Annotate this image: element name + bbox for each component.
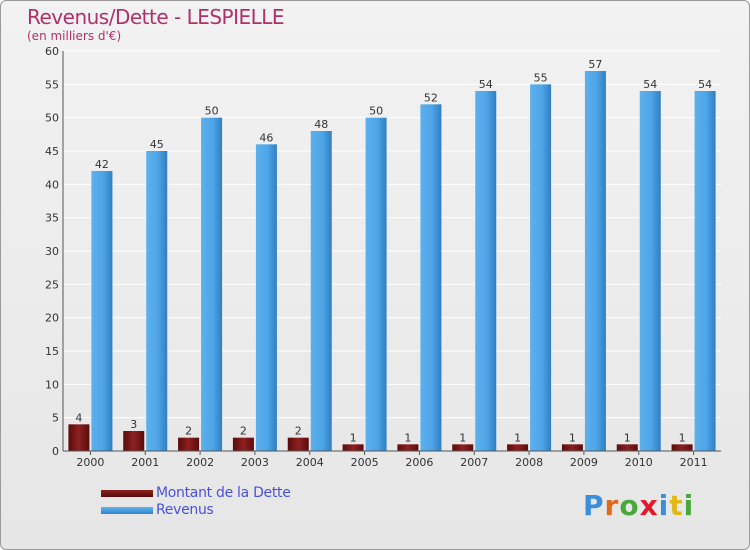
data-label-dette: 1 (459, 431, 466, 444)
data-label-revenus: 45 (150, 138, 164, 151)
data-label-revenus: 55 (534, 71, 548, 84)
data-label-dette: 1 (679, 431, 686, 444)
x-tick-label: 2004 (296, 456, 324, 469)
data-label-dette: 3 (130, 418, 137, 431)
data-label-revenus: 52 (424, 91, 438, 104)
x-tick-label: 2011 (680, 456, 708, 469)
data-label-dette: 1 (624, 431, 631, 444)
bar-revenus (201, 117, 223, 452)
logo-letter: i (658, 489, 670, 522)
y-tick-label: 55 (45, 78, 59, 91)
y-tick-label: 40 (45, 178, 59, 191)
bar-dette (178, 437, 200, 451)
data-label-revenus: 54 (479, 78, 493, 91)
y-tick-label: 35 (45, 212, 59, 225)
x-tick-label: 2009 (570, 456, 598, 469)
bar-revenus (475, 91, 497, 451)
data-label-dette: 1 (350, 431, 357, 444)
x-tick-label: 2006 (405, 456, 433, 469)
legend-swatch-dette (101, 490, 153, 497)
bar-revenus (310, 131, 332, 451)
x-tick-label: 2010 (625, 456, 653, 469)
bar-revenus (584, 71, 606, 451)
data-label-dette: 1 (514, 431, 521, 444)
logo-letter: r (604, 489, 620, 522)
labels: 0 5 10 15 20 25 30 35 40 45 50 55 60 4 42 2000 3 45 2001 2 5… (45, 45, 712, 469)
bar-revenus (694, 91, 716, 451)
y-tick-label: 20 (45, 312, 59, 325)
bar-dette (342, 444, 364, 451)
bar-dette (232, 437, 254, 451)
bar-dette (68, 424, 90, 451)
chart-title: Revenus/Dette - LESPIELLE (27, 5, 285, 29)
x-tick-label: 2001 (131, 456, 159, 469)
bar-revenus (146, 151, 168, 451)
bar-revenus (420, 104, 442, 451)
data-label-revenus: 42 (95, 158, 109, 171)
bar-dette (671, 444, 693, 451)
bar-dette (561, 444, 583, 451)
data-label-revenus: 46 (259, 131, 273, 144)
x-tick-label: 2000 (76, 456, 104, 469)
data-label-revenus: 50 (369, 105, 383, 118)
proxiti-logo: Proxiti (583, 489, 694, 522)
data-label-dette: 1 (569, 431, 576, 444)
data-label-dette: 2 (185, 425, 192, 438)
y-tick-label: 15 (45, 345, 59, 358)
logo-letter: o (619, 489, 640, 522)
data-label-revenus: 54 (643, 78, 657, 91)
bar-dette (507, 444, 529, 451)
legend-label-dette: Montant de la Dette (156, 485, 291, 501)
data-label-revenus: 57 (588, 58, 602, 71)
legend-swatch-revenus (101, 507, 153, 514)
logo-letter: P (583, 489, 605, 522)
data-label-revenus: 48 (314, 118, 328, 131)
x-tick-label: 2008 (515, 456, 543, 469)
y-tick-label: 0 (52, 445, 59, 458)
bar-revenus (365, 117, 387, 452)
y-tick-label: 30 (45, 245, 59, 258)
bar-dette (452, 444, 474, 451)
y-tick-label: 50 (45, 112, 59, 125)
y-tick-label: 45 (45, 145, 59, 158)
data-label-dette: 2 (240, 425, 247, 438)
bar-revenus (91, 171, 113, 451)
x-tick-label: 2002 (186, 456, 214, 469)
bar-dette (397, 444, 419, 451)
bar-revenus (639, 91, 661, 451)
bar-dette (287, 437, 309, 451)
bar-revenus (255, 144, 277, 452)
logo-letter: x (639, 489, 659, 522)
data-label-revenus: 54 (698, 78, 712, 91)
y-tick-label: 25 (45, 278, 59, 291)
bar-dette (616, 444, 638, 451)
data-label-revenus: 50 (205, 105, 219, 118)
x-tick-label: 2005 (351, 456, 379, 469)
data-label-dette: 2 (295, 425, 302, 438)
x-tick-label: 2007 (460, 456, 488, 469)
data-label-dette: 4 (75, 411, 82, 424)
y-tick-label: 10 (45, 378, 59, 391)
x-tick-label: 2003 (241, 456, 269, 469)
y-tick-label: 60 (45, 45, 59, 58)
legend-label-revenus: Revenus (156, 502, 214, 518)
bar-revenus (530, 84, 552, 451)
logo-letter: i (683, 489, 695, 522)
y-tick-label: 5 (52, 412, 59, 425)
bars (68, 71, 716, 452)
bar-dette (123, 431, 145, 451)
logo-letter: t (669, 489, 684, 522)
axes (62, 51, 721, 455)
data-label-dette: 1 (404, 431, 411, 444)
chart-subtitle: (en milliers d'€) (27, 29, 122, 43)
